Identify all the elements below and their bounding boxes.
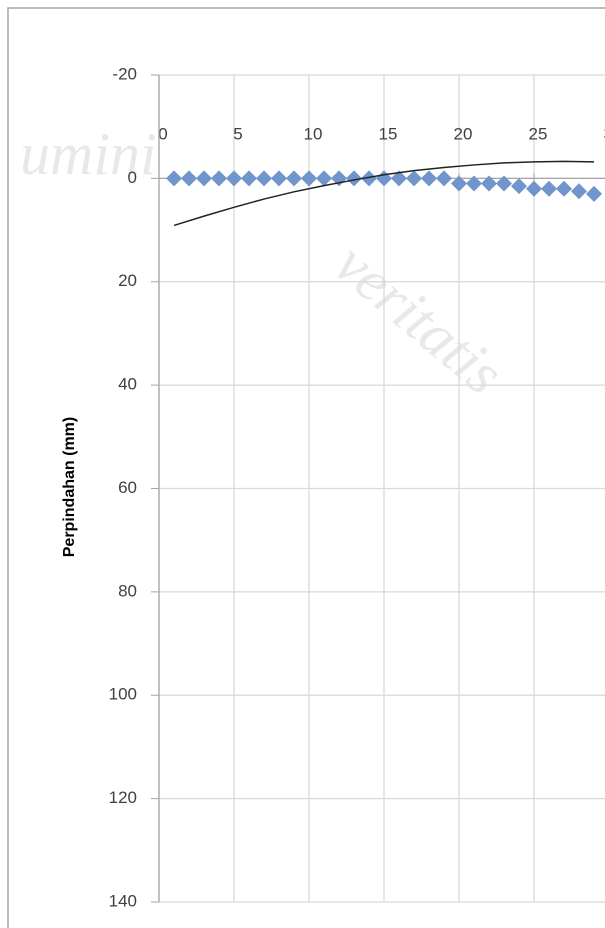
x-tick-label: 15 [379, 124, 398, 143]
y-tick-label: 100 [109, 685, 137, 704]
y-tick-label: 80 [118, 581, 137, 600]
marker [391, 170, 407, 187]
y-tick-label: 140 [109, 891, 137, 910]
y-tick-label: 40 [118, 375, 137, 394]
marker [511, 178, 527, 195]
marker [436, 170, 452, 187]
marker [316, 170, 332, 187]
y-tick-label: 0 [128, 168, 137, 187]
x-tick-label: 5 [233, 124, 242, 143]
marker [301, 170, 317, 187]
marker [286, 170, 302, 187]
x-tick-label: 30 [604, 124, 605, 143]
marker [451, 175, 467, 192]
marker [526, 180, 542, 197]
marker [211, 170, 227, 187]
marker [481, 175, 497, 192]
y-tick-label: 20 [118, 271, 137, 290]
marker [466, 175, 482, 192]
x-tick-label: 20 [454, 124, 473, 143]
y-tick-label: 60 [118, 478, 137, 497]
marker [406, 170, 422, 187]
x-tick-label: 25 [529, 124, 548, 143]
marker [496, 175, 512, 192]
trendline [173, 160, 595, 227]
marker [241, 170, 257, 187]
marker [586, 185, 602, 202]
marker [571, 183, 587, 200]
y-tick-label: -20 [112, 64, 137, 83]
chart-border [7, 7, 605, 928]
x-tick-label: 10 [304, 124, 323, 143]
watermark: umini [20, 121, 157, 187]
marker [346, 170, 362, 187]
marker [196, 170, 212, 187]
y-tick-label: 120 [109, 788, 137, 807]
marker [361, 170, 377, 187]
marker [256, 170, 272, 187]
marker [166, 170, 182, 187]
marker [421, 170, 437, 187]
marker [271, 170, 287, 187]
marker [181, 170, 197, 187]
marker [541, 180, 557, 197]
x-tick-label: 0 [158, 124, 167, 143]
y-axis-title: Perpindahan (mm) [61, 417, 78, 557]
marker [226, 170, 242, 187]
marker [556, 180, 572, 197]
